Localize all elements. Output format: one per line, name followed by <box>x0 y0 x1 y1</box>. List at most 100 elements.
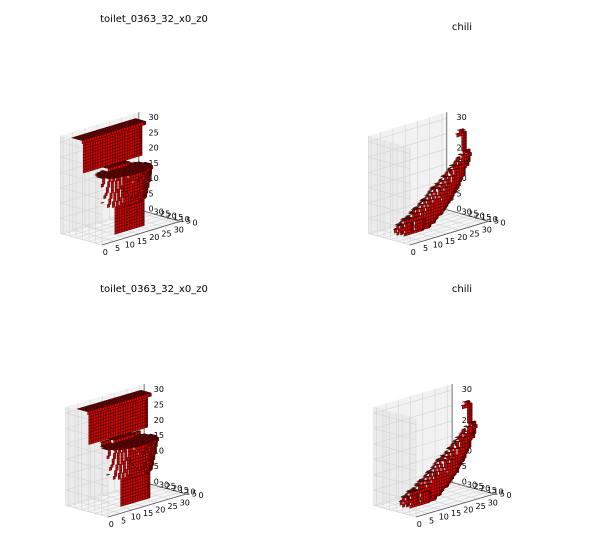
voxel-face <box>403 500 407 505</box>
x-tick-label: 5 <box>115 244 120 253</box>
voxel-face <box>99 134 102 139</box>
voxel-face <box>426 483 430 489</box>
voxel-face <box>149 167 151 172</box>
voxel-face <box>441 190 445 196</box>
voxel-face <box>416 493 419 498</box>
voxel-face <box>412 487 418 489</box>
voxel-face <box>430 202 434 208</box>
voxel-face <box>461 154 465 159</box>
voxel-face <box>126 399 130 404</box>
grid-line <box>403 219 482 244</box>
y-tick-label: 25 <box>166 482 176 491</box>
x-tick-label: 15 <box>445 237 455 246</box>
voxel-face <box>114 402 118 408</box>
x-tick-label: 25 <box>168 502 178 511</box>
voxel-face <box>405 223 408 228</box>
voxel-face <box>399 501 403 506</box>
voxel-face <box>111 403 115 408</box>
voxel-face <box>456 133 460 138</box>
grid-line <box>60 233 103 246</box>
y-tick-label: 0 <box>507 491 512 500</box>
voxel-face <box>464 130 467 135</box>
x-tick-label: 5 <box>121 516 126 525</box>
voxel-face <box>108 178 112 183</box>
voxel-face <box>130 174 134 179</box>
grid-line <box>95 219 174 244</box>
voxel-face <box>89 410 93 415</box>
x-tick-label: 20 <box>155 506 165 515</box>
grid-line <box>373 420 453 445</box>
voxel-face <box>131 397 135 403</box>
voxel-face <box>138 172 142 177</box>
voxel-series <box>71 118 154 235</box>
voxel-series <box>392 128 473 237</box>
voxel-face <box>138 430 141 435</box>
voxel-face <box>411 217 414 223</box>
voxel-face <box>421 476 427 479</box>
y-tick-label: 30 <box>467 480 477 489</box>
voxel-face <box>109 404 113 409</box>
voxel-face <box>416 489 420 495</box>
z-tick-label: 20 <box>149 144 159 153</box>
voxel-face <box>436 474 440 480</box>
z-tick-label: 25 <box>149 128 159 137</box>
voxel-face <box>420 492 424 497</box>
voxel-face <box>108 449 111 454</box>
voxel-face <box>467 426 471 431</box>
z-tick-label: 5 <box>457 189 462 198</box>
voxel-face <box>145 169 148 174</box>
voxel-face <box>150 166 152 171</box>
z-tick-label: 30 <box>457 113 467 122</box>
y-tick-label: 15 <box>173 213 183 222</box>
x-tick-label: 25 <box>161 229 171 238</box>
chart-panel-chili-top: chili 0510152025300510152025300510152025… <box>308 0 616 272</box>
voxel-face <box>402 227 406 232</box>
grid-line <box>65 474 109 487</box>
voxel-face <box>445 466 448 472</box>
z-tick-label: 20 <box>462 416 472 425</box>
voxel-face <box>436 182 442 184</box>
y-tick-label: 30 <box>154 208 164 217</box>
z-tick-label: 25 <box>154 400 164 409</box>
grid-line <box>373 389 453 414</box>
voxel-face <box>139 445 143 450</box>
voxel-face <box>138 122 141 127</box>
voxel-face <box>423 491 426 497</box>
grid-line <box>84 225 127 238</box>
voxel-face <box>103 133 107 138</box>
chart-title: toilet_0363_32_x0_z0 <box>100 284 208 295</box>
voxel-face <box>421 211 424 217</box>
voxel-face <box>144 443 147 449</box>
voxel-face <box>431 479 435 484</box>
voxel-series <box>76 389 160 507</box>
voxel-face <box>441 454 447 456</box>
z-tick-label: 0 <box>457 205 462 214</box>
x-tick-label: 25 <box>469 229 479 238</box>
voxel-face <box>118 449 121 454</box>
x-tick-label: 20 <box>149 233 159 242</box>
grid-line <box>447 483 490 496</box>
voxel-face <box>151 165 153 169</box>
voxel-face <box>448 176 451 181</box>
voxel-face <box>89 137 93 142</box>
voxel-face <box>423 474 428 476</box>
voxel-face <box>101 133 105 139</box>
x-tick-label: 5 <box>429 516 434 525</box>
voxel-face <box>119 401 123 406</box>
grid-line <box>101 491 180 516</box>
voxel-face <box>439 471 442 476</box>
grid-line <box>60 172 103 185</box>
y-tick-label: 20 <box>475 211 485 220</box>
grid-line <box>373 435 453 460</box>
z-tick-label: 0 <box>154 477 159 486</box>
voxel-face <box>124 400 127 405</box>
z-tick-label: 10 <box>149 174 159 183</box>
z-tick-label: 15 <box>149 159 159 168</box>
voxel-face <box>99 202 105 204</box>
voxel-face <box>133 173 137 178</box>
voxel-face <box>464 153 467 159</box>
voxel-face <box>451 175 455 181</box>
grid-line <box>368 163 447 189</box>
voxel-face <box>116 129 119 134</box>
